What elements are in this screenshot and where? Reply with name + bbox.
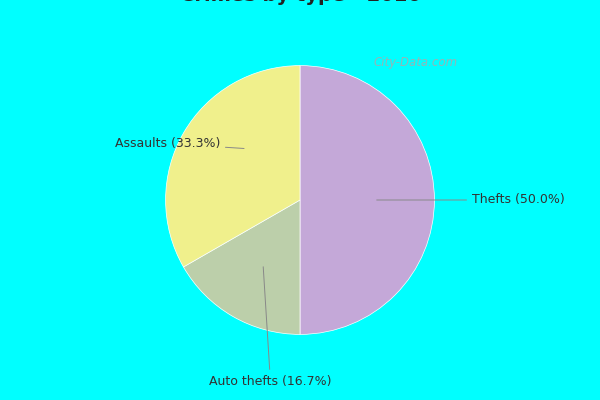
Text: Thefts (50.0%): Thefts (50.0%) [377, 194, 565, 206]
Title: Crimes by type - 2016: Crimes by type - 2016 [179, 0, 421, 5]
Text: Assaults (33.3%): Assaults (33.3%) [115, 137, 244, 150]
Text: City-Data.com: City-Data.com [374, 56, 458, 68]
Wedge shape [300, 66, 434, 334]
Wedge shape [166, 66, 300, 267]
Text: Auto thefts (16.7%): Auto thefts (16.7%) [209, 267, 332, 388]
Wedge shape [184, 200, 300, 334]
